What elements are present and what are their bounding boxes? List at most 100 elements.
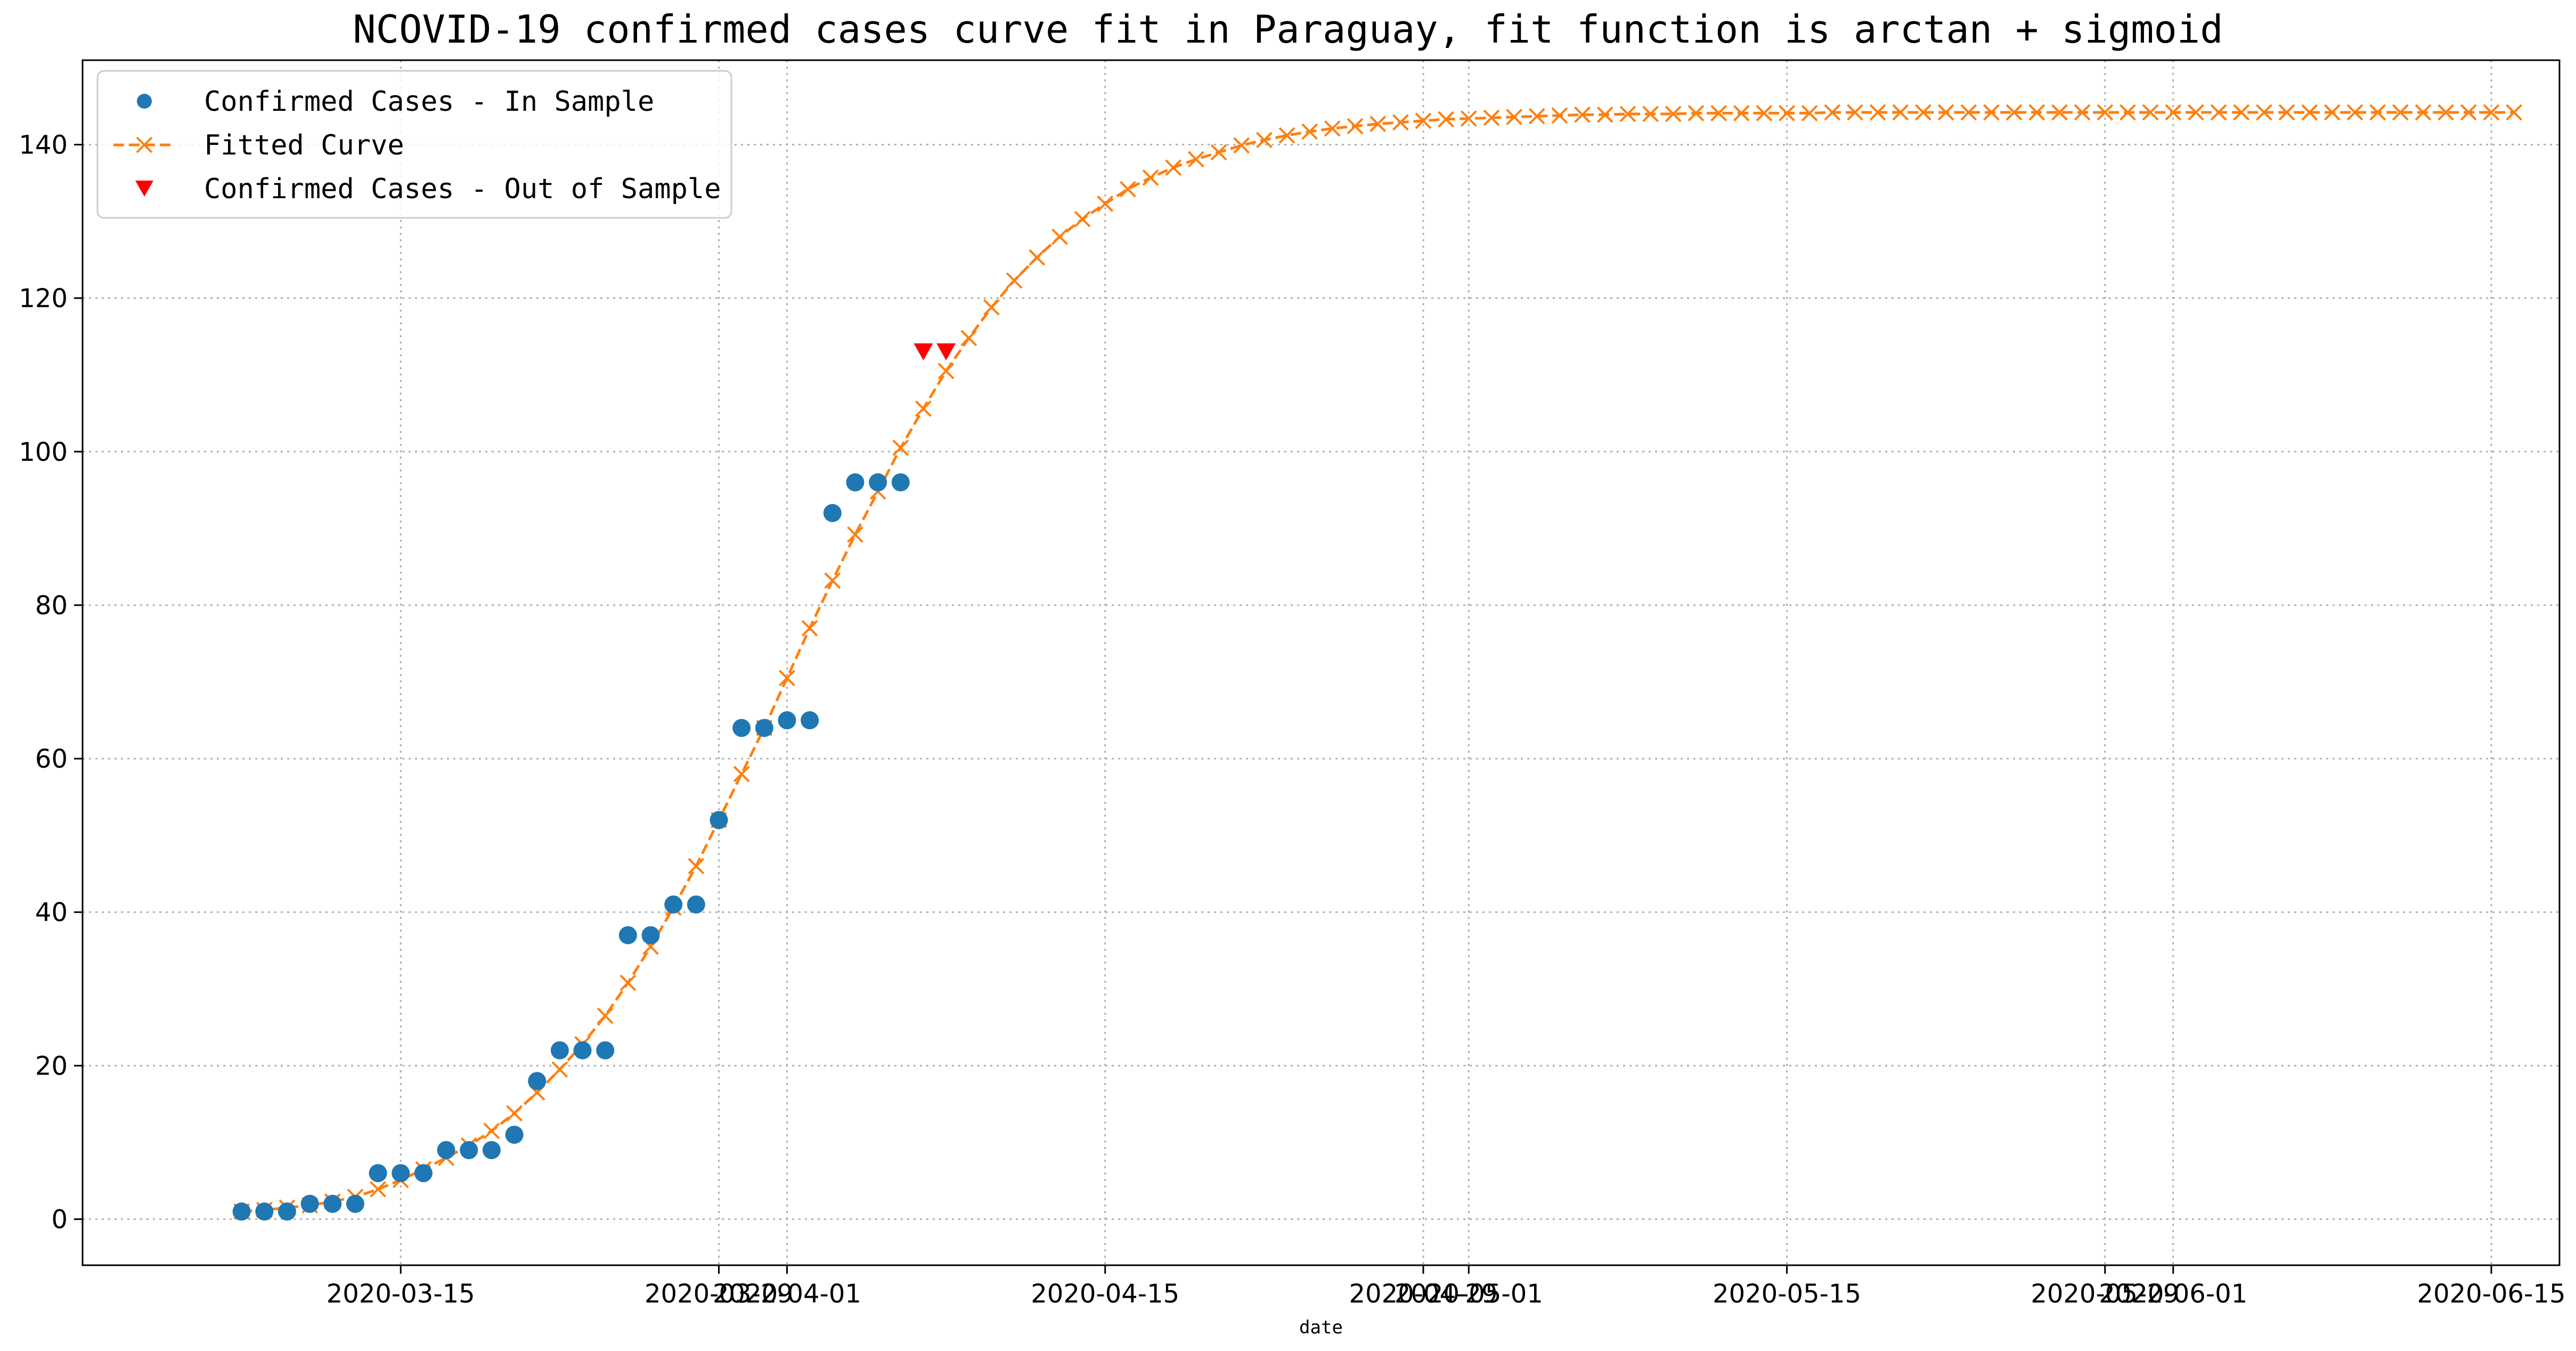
fitted-curve-marker (1756, 104, 1773, 121)
fitted-curve-marker (1074, 210, 1091, 227)
fitted-curve-marker (1733, 104, 1750, 121)
fitted-curve-marker (1619, 105, 1636, 123)
legend-label-fitted: Fitted Curve (204, 129, 404, 161)
x-tick-label: 2020-04-15 (1031, 1279, 1179, 1309)
fitted-curve-marker (1665, 105, 1682, 123)
in-sample-point (869, 473, 887, 492)
fitted-curve-marker (1892, 104, 1909, 121)
fitted-curve-marker (551, 1061, 568, 1078)
in-sample-point (528, 1072, 547, 1090)
in-sample-point (596, 1041, 615, 1060)
x-tick-label: 2020-06-15 (2417, 1279, 2566, 1309)
fitted-curve-marker (1278, 127, 1295, 144)
fitted-curve-marker (1438, 111, 1455, 128)
x-tick-label: 2020-04-29 (1349, 1279, 1497, 1309)
fitted-curve-marker (1801, 104, 1818, 121)
fitted-curve-marker (1574, 106, 1591, 123)
fitted-curve-marker (2165, 104, 2182, 121)
fitted-curve-marker (1915, 104, 1931, 121)
fitted-curve-marker (2097, 104, 2114, 121)
fitted-curve-marker (1710, 104, 1727, 121)
in-sample-point (300, 1194, 319, 1213)
fitted-curve-marker (847, 526, 863, 543)
fitted-curve-marker (2028, 104, 2045, 121)
fitted-curve-marker (915, 400, 932, 417)
fitted-curve-marker (824, 572, 841, 589)
fitted-curve-marker (1324, 120, 1341, 137)
in-sample-point (618, 926, 637, 945)
fitted-curve-marker (1006, 272, 1023, 289)
fitted-curve-marker (1983, 104, 2000, 121)
fitted-curve-marker (2460, 104, 2477, 121)
fitted-curve-marker (960, 330, 977, 346)
y-tick-label: 120 (19, 284, 68, 314)
fitted-curve-marker (733, 766, 750, 783)
out-of-sample-point (914, 343, 933, 361)
fitted-curve-marker (1097, 196, 1114, 212)
fitted-curve-marker (1596, 106, 1613, 123)
in-sample-point (846, 473, 865, 492)
fitted-curve-marker (1119, 181, 1136, 198)
fitted-curve-marker (1256, 132, 1273, 149)
x-tick-label: 2020-04-01 (713, 1279, 861, 1309)
fitted-curve-marker (2255, 104, 2272, 121)
fitted-curve-marker (2074, 104, 2091, 121)
fitted-curve-marker (2051, 104, 2068, 121)
fitted-curve-marker (1528, 108, 1545, 125)
fitted-curve-line (241, 111, 2514, 1213)
fitted-curve-marker (1369, 116, 1387, 132)
fitted-curve-marker (2346, 104, 2363, 121)
fitted-curve-marker (1029, 249, 1046, 266)
legend-box (96, 70, 732, 219)
legend-label-in-sample: Confirmed Cases - In Sample (204, 86, 654, 118)
fitted-curve-marker (1551, 107, 1568, 124)
fitted-curve-marker (2188, 104, 2204, 121)
y-tick-label: 20 (35, 1051, 68, 1081)
fitted-curve-marker (688, 858, 705, 875)
y-tick-label: 40 (35, 898, 68, 927)
x-tick-label: 2020-03-15 (327, 1279, 475, 1309)
fitted-curve-marker (2392, 104, 2409, 121)
x-tick-label: 2020-06-01 (2099, 1279, 2247, 1309)
fitted-curve-marker (1392, 114, 1409, 131)
in-sample-point (732, 719, 751, 737)
fitted-curve-marker (2006, 104, 2023, 121)
fitted-curve-marker (1187, 151, 1204, 168)
fitted-curve-marker (2369, 104, 2386, 121)
legend-fitted-marker (136, 136, 153, 153)
in-sample-point (232, 1202, 251, 1221)
x-tick-label: 2020-05-01 (1395, 1279, 1543, 1309)
in-sample-point (891, 473, 910, 492)
in-sample-point (755, 719, 773, 737)
fitted-curve-marker (1347, 118, 1364, 135)
in-sample-point (505, 1126, 524, 1144)
x-axis-label: date (1299, 1317, 1343, 1338)
fitted-curve-marker (1937, 104, 1954, 121)
fitted-curve-marker (1688, 104, 1705, 121)
plot-area-frame (81, 59, 2561, 1266)
in-sample-point (278, 1202, 296, 1221)
y-tick-label: 140 (19, 130, 68, 160)
fitted-curve-marker (597, 1007, 614, 1024)
in-sample-point (392, 1164, 410, 1183)
fitted-curve-marker (779, 670, 795, 687)
in-sample-point (687, 895, 705, 914)
fitted-curve-marker (1233, 137, 1250, 154)
fitted-curve-marker (1301, 123, 1318, 140)
fitted-curve-marker (1051, 228, 1068, 245)
y-tick-label: 80 (35, 591, 68, 621)
in-sample-point (460, 1141, 478, 1159)
x-tick-label: 2020-03-29 (645, 1279, 793, 1309)
fitted-curve-marker (2142, 104, 2159, 121)
fitted-curve-marker (2506, 104, 2523, 121)
in-sample-point (255, 1202, 274, 1221)
in-sample-point (323, 1194, 342, 1213)
out-of-sample-points-layer (914, 343, 956, 361)
y-tick-label: 0 (51, 1205, 68, 1235)
fitted-curve-marker (2438, 104, 2455, 121)
legend: Confirmed Cases - In Sample Fitted Curve… (96, 70, 732, 219)
